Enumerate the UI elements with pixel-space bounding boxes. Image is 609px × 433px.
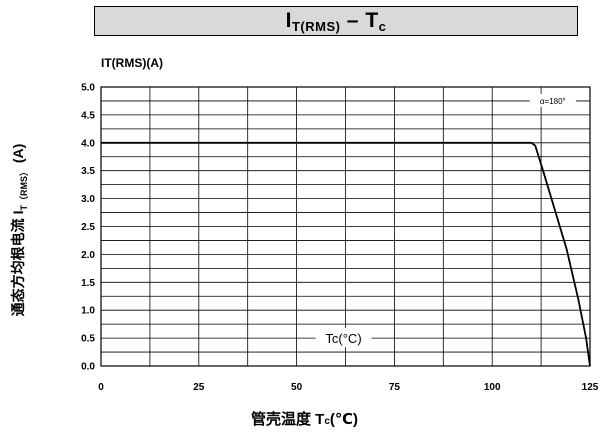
y-tick-label: 2.5: [81, 222, 95, 233]
y-axis-unit-label: IT(RMS)(A): [101, 56, 163, 70]
inner-label-background: [315, 328, 372, 348]
y-tick-label: 1.5: [81, 278, 95, 289]
chart-title: IT(RMS) – Tc: [285, 8, 387, 34]
x-tick-label: 50: [291, 382, 303, 393]
y-tick-label: 5.0: [81, 83, 95, 94]
y-tick-label: 1.0: [81, 306, 95, 317]
x-axis-title: 管壳温度 Tc(℃): [250, 411, 359, 428]
y-tick-label: 4.0: [81, 138, 95, 149]
chart-title-box: IT(RMS) – Tc: [94, 6, 578, 36]
plot-frame: [100, 86, 591, 367]
alpha-annotation: α=180°: [540, 97, 566, 106]
x-tick-label: 75: [389, 382, 401, 393]
annotation-background: [529, 93, 576, 107]
y-axis-title: 通态方均根电流 IT（RMS） (A): [10, 143, 29, 317]
y-tick-label: 2.0: [81, 250, 95, 261]
y-tick-label: 3.5: [81, 166, 95, 177]
derating-curve: [101, 141, 591, 367]
x-tick-label: 100: [484, 382, 501, 393]
y-tick-label: 0.0: [81, 362, 95, 373]
inner-axis-label: Tc(°C): [325, 331, 361, 346]
x-tick-label: 0: [98, 382, 104, 393]
y-tick-label: 3.0: [81, 194, 95, 205]
y-tick-label: 4.5: [81, 110, 95, 121]
x-tick-label: 25: [193, 382, 205, 393]
y-tick-label: 0.5: [81, 334, 95, 345]
x-tick-label: 125: [582, 382, 599, 393]
